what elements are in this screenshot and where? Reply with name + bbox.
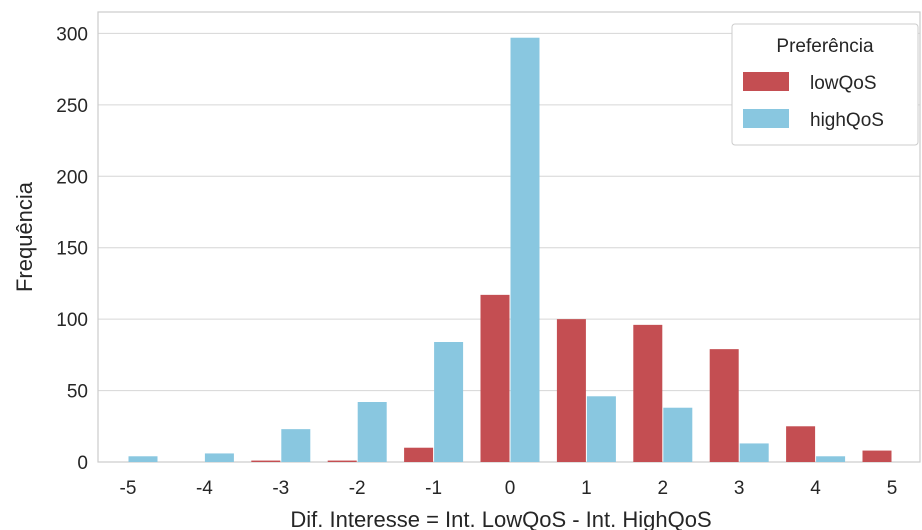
y-tick-label: 300 — [56, 24, 88, 45]
y-tick-label: 250 — [56, 96, 88, 117]
bar-lowqos-2 — [633, 324, 663, 462]
x-tick-label: -3 — [272, 478, 289, 499]
x-tick-label: 2 — [658, 478, 669, 499]
y-tick-label: 200 — [56, 167, 88, 188]
legend: Preferência lowQoS highQoS — [731, 23, 919, 146]
x-tick-label: -2 — [349, 478, 366, 499]
x-tick-labels: -5 -4 -3 -2 -1 0 1 2 3 4 5 — [120, 478, 898, 499]
x-tick-label: 4 — [810, 478, 821, 499]
bar-highqos--2 — [357, 402, 387, 462]
legend-label-highqos: highQoS — [810, 110, 884, 131]
bar-lowqos-5 — [862, 450, 892, 462]
bar-lowqos--2 — [327, 460, 357, 462]
bar-highqos-3 — [739, 443, 769, 462]
bar-highqos--5 — [128, 456, 158, 462]
y-tick-label: 50 — [67, 382, 88, 403]
bar-highqos--4 — [204, 453, 234, 462]
x-tick-label: 3 — [734, 478, 745, 499]
x-tick-label: 5 — [887, 478, 898, 499]
legend-swatch-highqos — [743, 109, 789, 128]
bar-lowqos-0 — [480, 294, 510, 462]
bar-lowqos-3 — [709, 349, 739, 462]
bar-highqos--3 — [281, 429, 311, 462]
x-tick-label: -1 — [425, 478, 442, 499]
x-tick-label: -5 — [120, 478, 137, 499]
y-tick-label: 100 — [56, 310, 88, 331]
y-tick-labels: 0 50 100 150 200 250 300 — [56, 24, 88, 474]
y-axis-label: Frequência — [12, 181, 37, 292]
y-tick-label: 150 — [56, 239, 88, 260]
bar-highqos-1 — [586, 396, 616, 462]
x-tick-label: -4 — [196, 478, 213, 499]
legend-swatch-lowqos — [743, 72, 789, 91]
y-tick-label: 0 — [77, 453, 88, 474]
legend-label-lowqos: lowQoS — [810, 73, 877, 94]
bar-lowqos-1 — [556, 319, 586, 462]
x-tick-label: 1 — [581, 478, 592, 499]
bar-lowqos--3 — [251, 460, 281, 462]
bars — [128, 37, 892, 462]
x-axis-label: Dif. Interesse = Int. LowQoS - Int. High… — [290, 507, 711, 530]
bar-highqos-4 — [816, 456, 846, 462]
bar-highqos-0 — [510, 37, 540, 462]
bar-highqos-2 — [663, 407, 693, 462]
x-tick-label: 0 — [505, 478, 516, 499]
legend-title: Preferência — [776, 36, 874, 57]
bar-lowqos--1 — [404, 447, 434, 462]
bar-highqos--1 — [434, 342, 464, 462]
bar-lowqos-4 — [786, 426, 816, 462]
